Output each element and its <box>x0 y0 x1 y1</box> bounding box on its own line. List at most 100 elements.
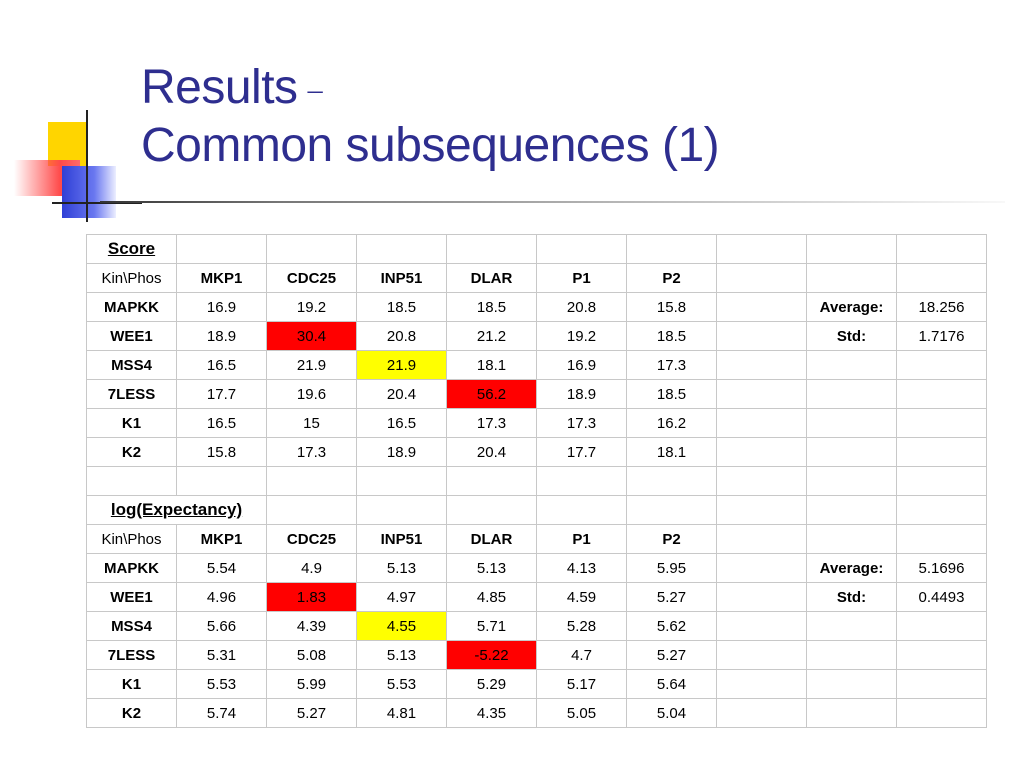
table-cell: 16.5 <box>176 350 267 380</box>
table-row: MSS4 5.66 4.39 4.55 5.71 5.28 5.62 <box>86 611 987 641</box>
std-label: Std: <box>806 582 897 612</box>
table-cell: 5.71 <box>446 611 537 641</box>
table-cell: 18.1 <box>626 437 717 467</box>
highlighted-cell: 4.55 <box>356 611 447 641</box>
log-col-header: CDC25 <box>266 524 357 554</box>
table-cell: 5.28 <box>536 611 627 641</box>
std-value: 1.7176 <box>896 321 987 351</box>
table-cell: 21.2 <box>446 321 537 351</box>
average-label: Average: <box>806 553 897 583</box>
table-cell: 15 <box>266 408 357 438</box>
table-cell: 17.3 <box>446 408 537 438</box>
score-header-row: Kin\Phos MKP1 CDC25 INP51 DLAR P1 P2 <box>86 263 987 293</box>
table-cell: 16.9 <box>536 350 627 380</box>
table-cell: 16.9 <box>176 292 267 322</box>
table-cell: 20.8 <box>536 292 627 322</box>
table-cell: 15.8 <box>626 292 717 322</box>
highlighted-cell: -5.22 <box>446 640 537 670</box>
table-cell: 4.59 <box>536 582 627 612</box>
table-cell: 5.13 <box>356 553 447 583</box>
score-col-header: INP51 <box>356 263 447 293</box>
table-cell: 18.9 <box>536 379 627 409</box>
table-cell: 4.39 <box>266 611 357 641</box>
table-cell: 16.5 <box>356 408 447 438</box>
title-results: Results <box>141 61 298 114</box>
logo-yellow-square <box>48 122 86 166</box>
table-cell: 18.5 <box>356 292 447 322</box>
row-label: K1 <box>86 669 177 699</box>
log-section-row: log(Expectancy) <box>86 495 987 525</box>
table-cell: 4.85 <box>446 582 537 612</box>
table-cell: 18.5 <box>626 321 717 351</box>
table-cell: 5.53 <box>176 669 267 699</box>
table-cell: 19.2 <box>536 321 627 351</box>
table-cell: 5.27 <box>266 698 357 728</box>
table-cell: 4.81 <box>356 698 447 728</box>
table-row: MAPKK 16.9 19.2 18.5 18.5 20.8 15.8 Aver… <box>86 292 987 322</box>
table-cell: 15.8 <box>176 437 267 467</box>
title-dash: – <box>307 73 323 107</box>
table-cell: 4.97 <box>356 582 447 612</box>
table-cell: 5.17 <box>536 669 627 699</box>
table-cell: 16.2 <box>626 408 717 438</box>
row-label: WEE1 <box>86 321 177 351</box>
row-label: MSS4 <box>86 350 177 380</box>
row-label: K2 <box>86 437 177 467</box>
logo-blue-square <box>62 166 116 218</box>
log-col-header: DLAR <box>446 524 537 554</box>
title-underline <box>100 201 1005 203</box>
table-cell: 5.13 <box>356 640 447 670</box>
table-cell: 17.3 <box>536 408 627 438</box>
table-cell: 5.53 <box>356 669 447 699</box>
row-label: K2 <box>86 698 177 728</box>
table-cell: 5.66 <box>176 611 267 641</box>
score-col-header: CDC25 <box>266 263 357 293</box>
table-cell: 20.8 <box>356 321 447 351</box>
score-section-row: Score <box>86 234 987 264</box>
logo-horizontal-line <box>52 202 142 204</box>
slide-title: Results – Common subsequences (1) <box>141 60 720 174</box>
table-cell: 5.54 <box>176 553 267 583</box>
row-label: MAPKK <box>86 292 177 322</box>
row-label: WEE1 <box>86 582 177 612</box>
results-table: Score Kin\Phos MKP1 CDC25 INP51 DLAR P1 … <box>86 234 987 728</box>
table-cell: 18.5 <box>626 379 717 409</box>
table-cell: 18.9 <box>176 321 267 351</box>
std-value: 0.4493 <box>896 582 987 612</box>
table-cell: 4.13 <box>536 553 627 583</box>
average-value: 18.256 <box>896 292 987 322</box>
log-col-header: INP51 <box>356 524 447 554</box>
log-header-row: Kin\Phos MKP1 CDC25 INP51 DLAR P1 P2 <box>86 524 987 554</box>
table-cell: 18.1 <box>446 350 537 380</box>
table-cell: 5.27 <box>626 640 717 670</box>
score-col-header: MKP1 <box>176 263 267 293</box>
table-row: MSS4 16.5 21.9 21.9 18.1 16.9 17.3 <box>86 350 987 380</box>
table-cell: 19.2 <box>266 292 357 322</box>
table-row: 7LESS 17.7 19.6 20.4 56.2 18.9 18.5 <box>86 379 987 409</box>
table-cell: 5.27 <box>626 582 717 612</box>
table-cell: 5.31 <box>176 640 267 670</box>
log-col-header: P1 <box>536 524 627 554</box>
average-label: Average: <box>806 292 897 322</box>
table-cell: 20.4 <box>446 437 537 467</box>
table-cell: 18.9 <box>356 437 447 467</box>
table-row: 7LESS 5.31 5.08 5.13 -5.22 4.7 5.27 <box>86 640 987 670</box>
score-col-header: P2 <box>626 263 717 293</box>
row-label: 7LESS <box>86 379 177 409</box>
table-row: K1 16.5 15 16.5 17.3 17.3 16.2 <box>86 408 987 438</box>
score-col-header: DLAR <box>446 263 537 293</box>
table-row: K1 5.53 5.99 5.53 5.29 5.17 5.64 <box>86 669 987 699</box>
average-value: 5.1696 <box>896 553 987 583</box>
logo-vertical-line <box>86 110 88 222</box>
highlighted-cell: 56.2 <box>446 379 537 409</box>
highlighted-cell: 21.9 <box>356 350 447 380</box>
table-cell: 21.9 <box>266 350 357 380</box>
log-col-header: P2 <box>626 524 717 554</box>
row-label: MSS4 <box>86 611 177 641</box>
highlighted-cell: 1.83 <box>266 582 357 612</box>
slide-logo-decoration <box>0 100 150 230</box>
table-cell: 5.13 <box>446 553 537 583</box>
score-section-label: Score <box>86 234 177 264</box>
table-cell: 5.08 <box>266 640 357 670</box>
table-row: WEE1 4.96 1.83 4.97 4.85 4.59 5.27 Std: … <box>86 582 987 612</box>
